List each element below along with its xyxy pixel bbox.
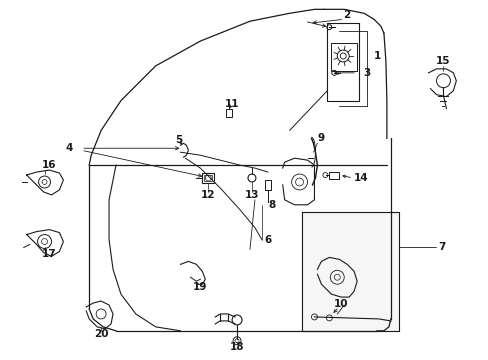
Bar (204, 175, 212, 181)
Text: 14: 14 (353, 173, 367, 183)
Text: 18: 18 (229, 342, 244, 352)
Text: 8: 8 (267, 200, 275, 210)
Bar (202, 173, 214, 183)
Text: 10: 10 (333, 299, 348, 309)
Bar (328, 172, 339, 179)
Text: 12: 12 (201, 190, 215, 200)
Bar (264, 180, 270, 190)
Text: 9: 9 (317, 133, 325, 143)
Bar (225, 109, 232, 117)
Text: 4: 4 (65, 143, 73, 153)
Text: 2: 2 (343, 10, 350, 20)
Text: 1: 1 (372, 51, 380, 61)
Text: 7: 7 (437, 243, 444, 252)
Text: 11: 11 (224, 99, 239, 109)
Text: 19: 19 (193, 282, 207, 292)
Text: 17: 17 (42, 249, 57, 260)
Text: 13: 13 (244, 190, 259, 200)
Text: 15: 15 (435, 56, 450, 66)
Text: 5: 5 (175, 135, 182, 145)
Text: 20: 20 (94, 329, 108, 339)
Text: 16: 16 (42, 160, 57, 170)
Text: 6: 6 (264, 234, 271, 244)
Text: 3: 3 (363, 68, 370, 78)
